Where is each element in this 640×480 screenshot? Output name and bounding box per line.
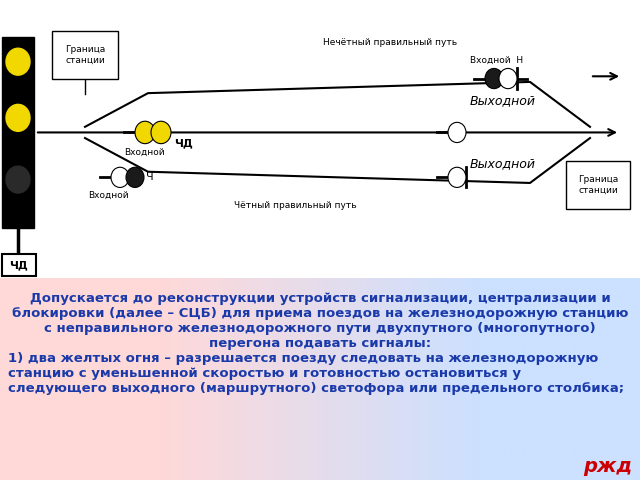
Text: 1) два желтых огня – разрешается поезду следовать на железнодорожную: 1) два желтых огня – разрешается поезду … [8,352,598,365]
Text: блокировки (далее – СЦБ) для приема поездов на железнодорожную станцию: блокировки (далее – СЦБ) для приема поез… [12,307,628,321]
Text: Нечётный правильный путь: Нечётный правильный путь [323,38,457,47]
Text: ЧД: ЧД [174,139,193,149]
Circle shape [485,69,503,89]
Circle shape [448,167,466,188]
Text: Выходной: Выходной [470,95,536,108]
Text: перегона подавать сигналы:: перегона подавать сигналы: [209,337,431,350]
Text: ржд: ржд [584,456,632,476]
Text: ЧД: ЧД [10,260,28,270]
Text: станцию с уменьшенной скоростью и готовностью остановиться у: станцию с уменьшенной скоростью и готовн… [8,367,521,380]
Bar [566,160,630,209]
Circle shape [111,167,129,188]
Text: с неправильного железнодорожного пути двухпутного (многопутного): с неправильного железнодорожного пути дв… [44,323,596,336]
Bar [2,37,34,228]
Bar [2,254,36,276]
Text: следующего выходного (маршрутного) светофора или предельного столбика;: следующего выходного (маршрутного) свето… [8,383,624,396]
Text: Входной  Н: Входной Н [470,56,524,65]
Text: Выходной: Выходной [470,157,536,170]
Text: Граница
станции: Граница станции [65,45,105,65]
Circle shape [6,104,30,132]
Circle shape [499,69,517,89]
Text: Входной: Входной [88,191,129,200]
Circle shape [448,122,466,143]
Bar [52,31,118,79]
Circle shape [6,166,30,193]
Text: Допускается до реконструкции устройств сигнализации, централизации и: Допускается до реконструкции устройств с… [29,292,611,305]
Circle shape [126,167,144,188]
Circle shape [6,48,30,75]
Text: Входной: Входной [124,148,164,157]
Circle shape [135,121,155,144]
Text: Чётный правильный путь: Чётный правильный путь [234,201,356,210]
Text: Ч: Ч [146,172,154,182]
Circle shape [151,121,171,144]
Text: Граница
станции: Граница станции [578,175,618,194]
